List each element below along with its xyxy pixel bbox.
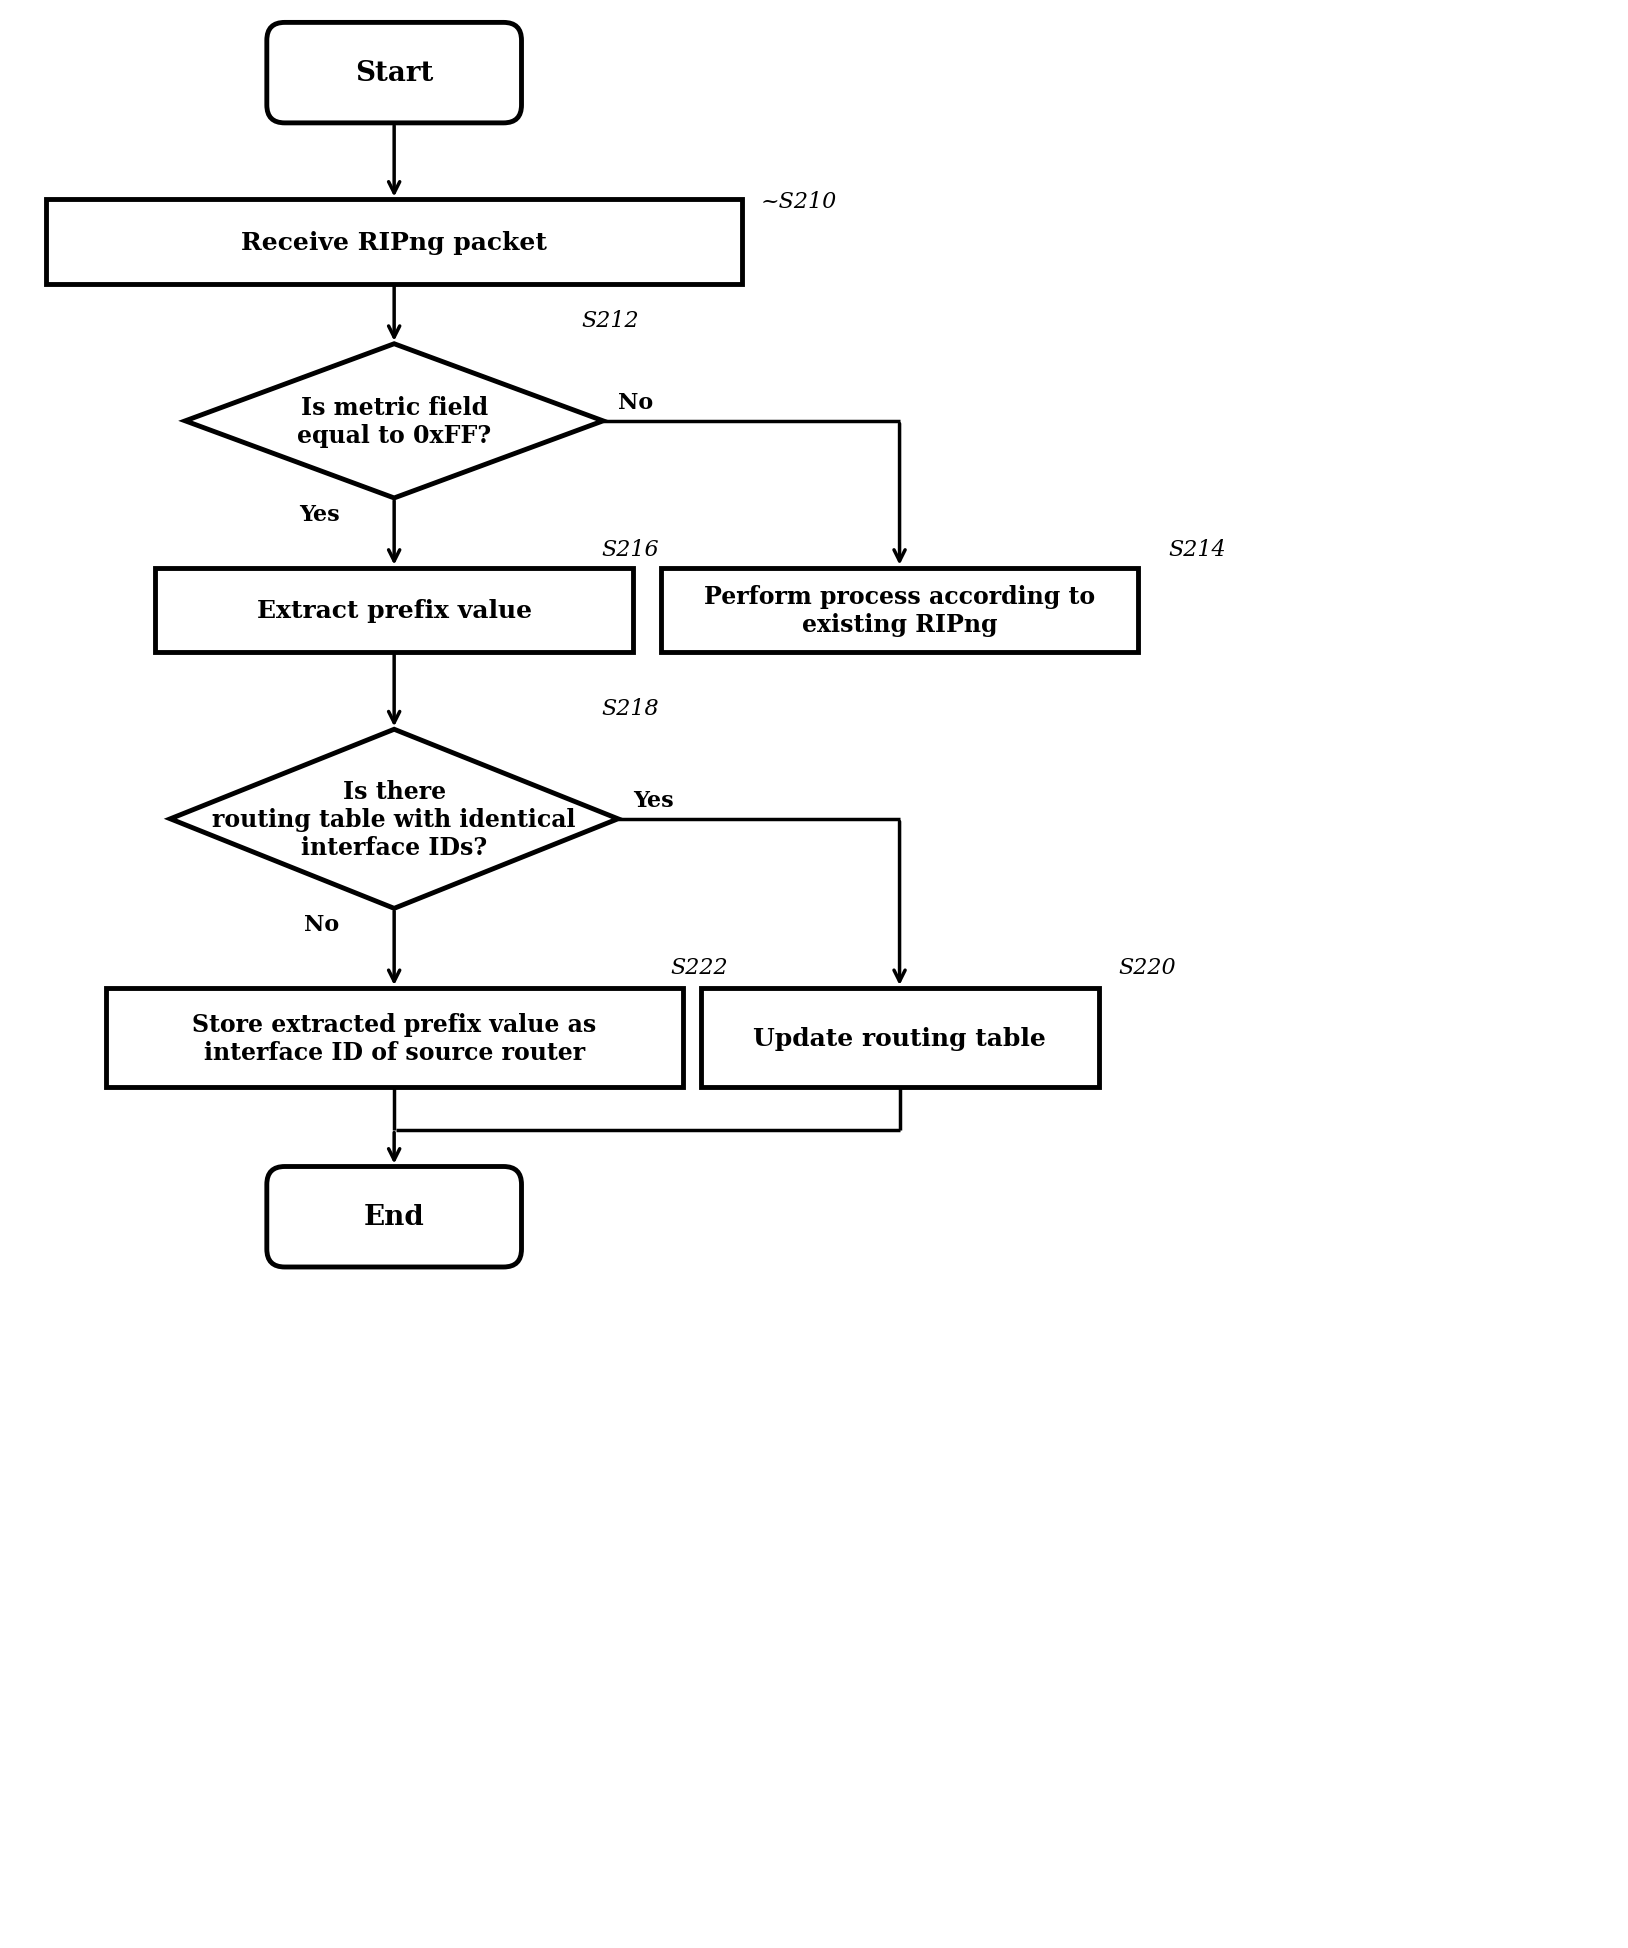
Polygon shape <box>186 345 602 499</box>
Text: S218: S218 <box>601 697 659 721</box>
Bar <box>661 569 1138 653</box>
Text: Perform process according to
existing RIPng: Perform process according to existing RI… <box>703 584 1096 637</box>
Text: Start: Start <box>355 60 433 88</box>
Text: No: No <box>304 914 340 935</box>
Text: S220: S220 <box>1118 956 1175 978</box>
Bar <box>700 988 1099 1087</box>
Polygon shape <box>171 730 619 910</box>
Text: Yes: Yes <box>633 789 674 812</box>
Text: S216: S216 <box>601 540 659 561</box>
Text: ~S210: ~S210 <box>760 191 837 212</box>
Text: Store extracted prefix value as
interface ID of source router: Store extracted prefix value as interfac… <box>192 1013 596 1064</box>
Text: Extract prefix value: Extract prefix value <box>257 598 532 623</box>
Text: End: End <box>363 1204 425 1231</box>
FancyBboxPatch shape <box>267 23 521 125</box>
Text: S214: S214 <box>1169 540 1226 561</box>
Text: Update routing table: Update routing table <box>754 1027 1047 1050</box>
Text: Is there
routing table with identical
interface IDs?: Is there routing table with identical in… <box>212 779 576 859</box>
Text: S222: S222 <box>671 956 728 978</box>
Text: Is metric field
equal to 0xFF?: Is metric field equal to 0xFF? <box>296 395 492 448</box>
Bar <box>106 988 682 1087</box>
Text: Yes: Yes <box>300 505 340 526</box>
Text: Receive RIPng packet: Receive RIPng packet <box>241 230 547 255</box>
Bar <box>46 201 742 284</box>
FancyBboxPatch shape <box>267 1167 521 1268</box>
Bar <box>155 569 633 653</box>
Text: S212: S212 <box>581 310 638 331</box>
Text: No: No <box>619 392 653 413</box>
